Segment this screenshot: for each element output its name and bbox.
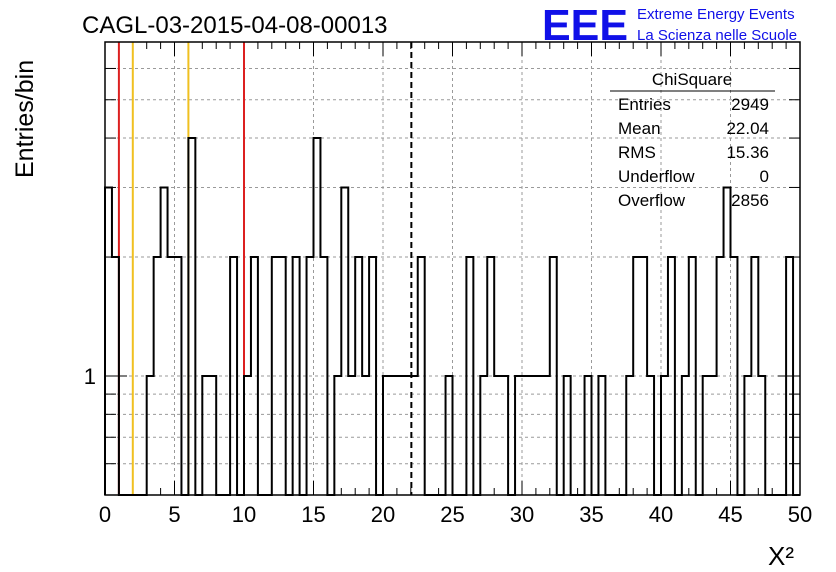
histogram-bin bbox=[105, 187, 112, 495]
stats-value: 2949 bbox=[731, 95, 769, 114]
stats-label: Entries bbox=[618, 95, 671, 114]
histogram-outline bbox=[104, 137, 800, 496]
chart-title: CAGL-03-2015-04-08-00013 bbox=[82, 12, 388, 39]
x-tick-label: 20 bbox=[371, 502, 395, 527]
y-tick-label: 1 bbox=[84, 364, 96, 389]
x-axis-label: X² bbox=[768, 541, 794, 571]
x-tick-label: 15 bbox=[301, 502, 325, 527]
stats-value: 2856 bbox=[731, 191, 769, 210]
eee-logo: EEE Extreme Energy Events La Scienza nel… bbox=[542, 1, 797, 50]
stats-label: Underflow bbox=[618, 167, 695, 186]
stats-box: ChiSquare Entries 2949 Mean 22.04 RMS 15.36 Un… bbox=[610, 70, 775, 210]
x-tick-label: 45 bbox=[718, 502, 742, 527]
x-tick-label: 30 bbox=[510, 502, 534, 527]
stats-value: 0 bbox=[760, 167, 769, 186]
histogram-bin bbox=[341, 187, 348, 495]
stats-value: 15.36 bbox=[726, 143, 769, 162]
x-tick-label: 0 bbox=[99, 502, 111, 527]
x-tick-label: 35 bbox=[579, 502, 603, 527]
stats-title: ChiSquare bbox=[652, 70, 732, 89]
histogram-bin bbox=[724, 187, 731, 495]
logo-line2: La Scienza nelle Scuole bbox=[637, 27, 797, 44]
y-tick-labels: 1 bbox=[84, 364, 96, 389]
histogram-bin bbox=[188, 138, 195, 495]
x-tick-labels: 0 5 10 15 20 25 30 35 40 45 50 bbox=[99, 502, 812, 527]
stats-value: 22.04 bbox=[726, 119, 769, 138]
histogram-bins bbox=[105, 138, 793, 495]
x-tick-label: 40 bbox=[649, 502, 673, 527]
histogram-bin bbox=[161, 187, 168, 495]
stats-label: Mean bbox=[618, 119, 661, 138]
y-axis-label: Entries/bin bbox=[11, 60, 39, 178]
x-tick-label: 25 bbox=[440, 502, 464, 527]
grid-lines bbox=[105, 42, 800, 495]
x-tick-label: 5 bbox=[168, 502, 180, 527]
stats-label: RMS bbox=[618, 143, 656, 162]
reference-lines bbox=[117, 42, 413, 495]
stats-label: Overflow bbox=[618, 191, 686, 210]
x-tick-label: 50 bbox=[788, 502, 812, 527]
histogram-bin bbox=[314, 138, 321, 495]
plot-frame bbox=[104, 41, 801, 496]
x-tick-label: 10 bbox=[232, 502, 256, 527]
logo-line1: Extreme Energy Events bbox=[637, 6, 795, 23]
